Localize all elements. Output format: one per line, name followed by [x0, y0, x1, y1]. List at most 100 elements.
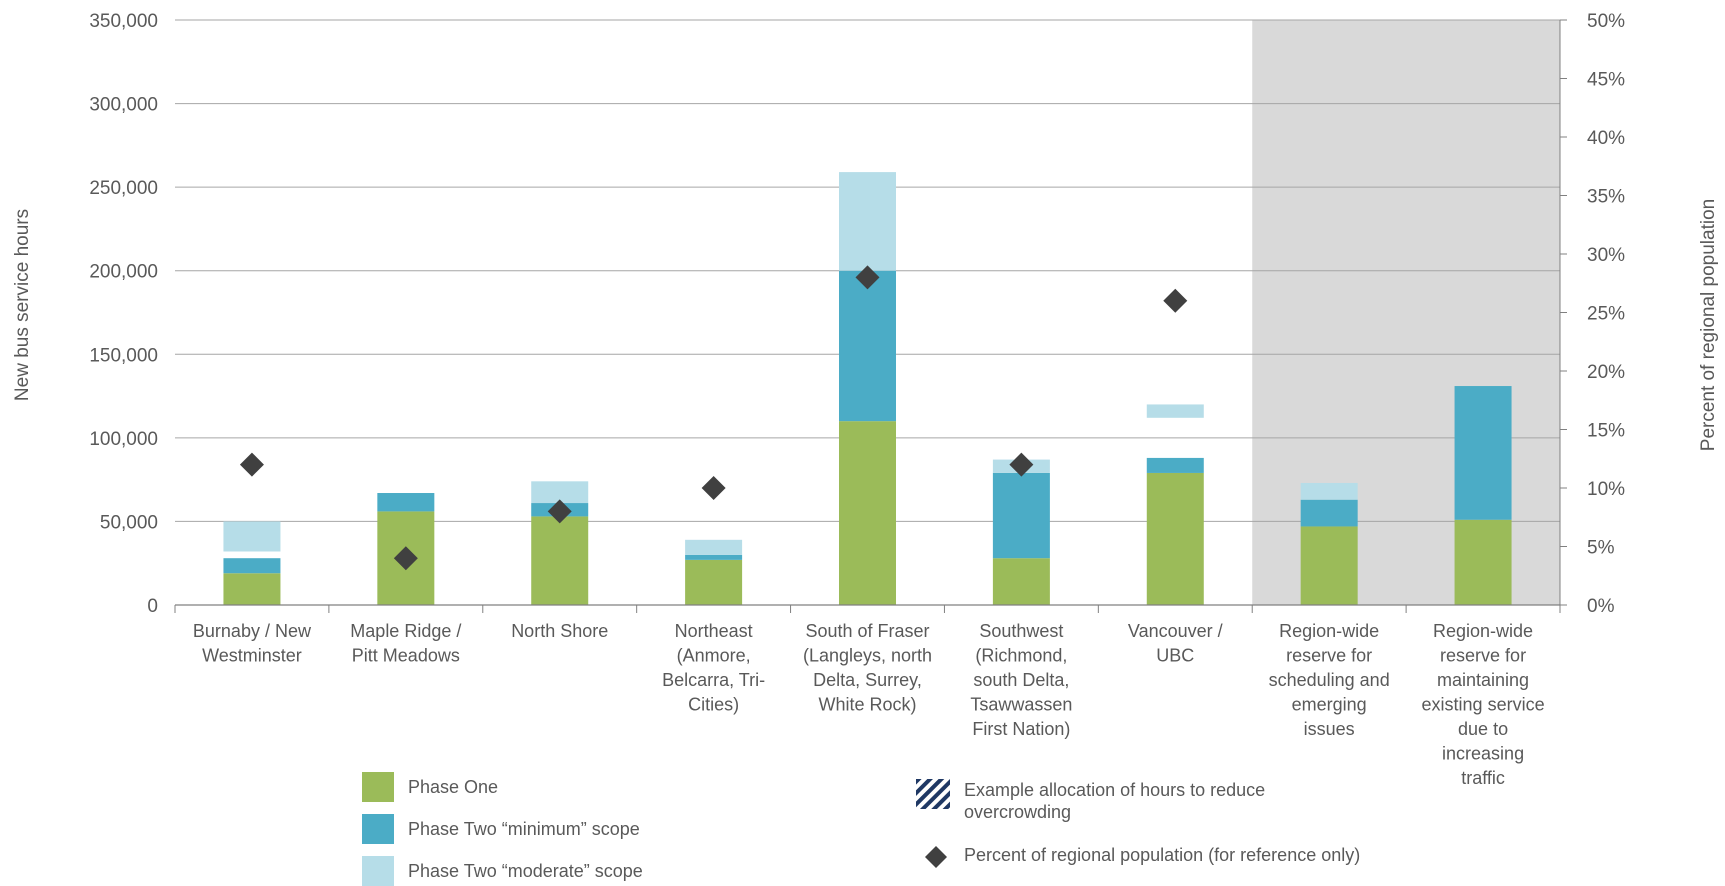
x-category-label: North Shore: [511, 621, 608, 641]
x-category-label-line: Maple Ridge /: [350, 621, 461, 641]
x-category-label-line: traffic: [1461, 768, 1505, 788]
bar-phase-two-minimum: [1300, 499, 1358, 527]
y2-tick-label: 15%: [1587, 421, 1625, 442]
bar-phase-two-minimum: [992, 472, 1050, 559]
y-tick-label: 50,000: [100, 512, 158, 533]
bar-phase-two-moderate: [531, 481, 589, 504]
x-category-label-line: (Langleys, north: [803, 646, 932, 666]
bar-phase-one: [839, 421, 896, 605]
x-category-label-line: reserve for: [1286, 646, 1372, 666]
y2-tick-label: 40%: [1587, 128, 1625, 149]
x-category-label-line: existing service: [1422, 695, 1545, 715]
bar-phase-two-minimum: [1146, 457, 1204, 473]
y2-tick-label: 35%: [1587, 187, 1625, 208]
x-category-label-line: maintaining: [1437, 670, 1529, 690]
y2-tick-label: 50%: [1587, 11, 1625, 32]
legend-label-overcrowding: Example allocation of hours to reduce ov…: [964, 780, 1266, 822]
x-category-label-line: White Rock): [818, 695, 916, 715]
bar-phase-two-minimum: [685, 554, 743, 560]
x-category-label-line: First Nation): [972, 719, 1070, 739]
bar-phase-one: [223, 573, 281, 605]
x-category-label-line: Cities): [688, 695, 739, 715]
bar-phase-one: [1300, 526, 1358, 605]
phase-one-swatch: [362, 772, 394, 802]
legend-item-phase-two-moderate: Phase Two “moderate” scope: [362, 856, 643, 886]
x-category-label: South of Fraser (Langleys, north Delta, Su…: [803, 621, 932, 715]
x-category-label-line: south Delta,: [973, 670, 1069, 690]
population-marker: [547, 499, 572, 524]
y2-tick-label: 20%: [1587, 362, 1625, 383]
y-tick-label: 350,000: [89, 11, 158, 32]
bar-phase-one: [992, 558, 1050, 605]
y-tick-label: 250,000: [89, 178, 158, 199]
x-category-label-line: reserve for: [1440, 646, 1526, 666]
legend-label-phase-two-moderate: Phase Two “moderate” scope: [408, 861, 643, 881]
x-category-label-line: Region-wide: [1433, 621, 1533, 641]
y-tick-label: 100,000: [89, 429, 158, 450]
y2-axis-title: Percent of regional population: [1698, 199, 1719, 451]
x-category-label-line: Tsawwassen: [970, 695, 1072, 715]
y-axis-title: New bus service hours: [12, 209, 33, 401]
x-category-label: Region-wide reserve for scheduling and emer…: [1269, 621, 1390, 739]
diamond-marker-icon: [925, 846, 947, 868]
y2-tick-label: 0%: [1587, 596, 1615, 617]
x-category-label-line: Southwest: [979, 621, 1063, 641]
y-tick-label: 300,000: [89, 95, 158, 116]
x-category-label: Maple Ridge / Pitt Meadows: [350, 621, 461, 666]
x-category-label-line: scheduling and: [1269, 670, 1390, 690]
population-marker: [239, 452, 264, 477]
bar-phase-two-moderate: [685, 539, 743, 555]
x-category-label-line: (Anmore,: [677, 646, 751, 666]
y2-tick-label: 10%: [1587, 479, 1625, 500]
x-category-label-line: Pitt Meadows: [352, 646, 460, 666]
x-category-label-line: Westminster: [202, 646, 302, 666]
x-category-label-line: Region-wide: [1279, 621, 1379, 641]
y2-tick-label: 5%: [1587, 538, 1615, 559]
x-category-label-line: Belcarra, Tri-: [662, 670, 765, 690]
bar-phase-one: [1454, 519, 1512, 605]
bar-phase-two-minimum: [377, 493, 435, 512]
bar-phase-two-moderate: [839, 172, 896, 271]
x-category-label-line: due to: [1458, 719, 1508, 739]
y2-tick-label: 25%: [1587, 304, 1625, 325]
y-tick-label: 150,000: [89, 345, 158, 366]
population-marker: [1163, 288, 1188, 313]
bar-phase-one: [1146, 472, 1204, 605]
x-category-label-line: North Shore: [511, 621, 608, 641]
population-marker: [855, 265, 880, 290]
x-category-label: Region-wide reserve for maintaining existin…: [1422, 621, 1545, 788]
x-category-label-line: Vancouver /: [1128, 621, 1223, 641]
legend-item-phase-one: Phase One: [362, 772, 498, 802]
bar-phase-two-moderate: [1300, 482, 1358, 500]
x-category-label-line: Burnaby / New: [193, 621, 312, 641]
y-tick-label: 0: [147, 596, 158, 617]
x-category-label-line: Northeast: [675, 621, 753, 641]
bar-phase-two-minimum: [839, 270, 896, 422]
x-category-label-line: issues: [1304, 719, 1355, 739]
population-marker: [701, 476, 726, 500]
bar-phase-two-moderate: [223, 521, 281, 552]
bar-phase-one: [685, 559, 743, 605]
x-category-label: Southwest (Richmond, south Delta, Tsawwasse…: [970, 621, 1072, 739]
y2-tick-label: 45%: [1587, 70, 1625, 91]
bar-phase-one: [531, 516, 589, 605]
x-category-label-line: UBC: [1156, 646, 1194, 666]
bar-phase-two-minimum: [223, 558, 281, 574]
hatch-pattern-icon: [916, 779, 950, 809]
x-category-label: Burnaby / New Westminster: [193, 621, 312, 666]
shaded-reserve-region: [1252, 20, 1560, 605]
phase-two-minimum-swatch: [362, 814, 394, 844]
legend-item-phase-two-minimum: Phase Two “minimum” scope: [362, 814, 640, 844]
y-tick-label: 200,000: [89, 262, 158, 283]
legend-item-overcrowding: Example allocation of hours to reduce ov…: [916, 779, 1344, 823]
legend-label-population: Percent of regional population (for refe…: [964, 845, 1361, 865]
x-category-label: Northeast (Anmore, Belcarra, Tri- Cities): [662, 621, 765, 715]
x-category-label: Vancouver / UBC: [1128, 621, 1223, 666]
x-category-label-line: increasing: [1442, 744, 1524, 764]
bar-phase-two-moderate: [1146, 404, 1204, 418]
y2-tick-label: 30%: [1587, 245, 1625, 266]
legend-item-population: Percent of regional population (for refe…: [916, 842, 1360, 869]
legend-label-phase-two-minimum: Phase Two “minimum” scope: [408, 819, 640, 839]
x-category-label-line: South of Fraser: [805, 621, 929, 641]
